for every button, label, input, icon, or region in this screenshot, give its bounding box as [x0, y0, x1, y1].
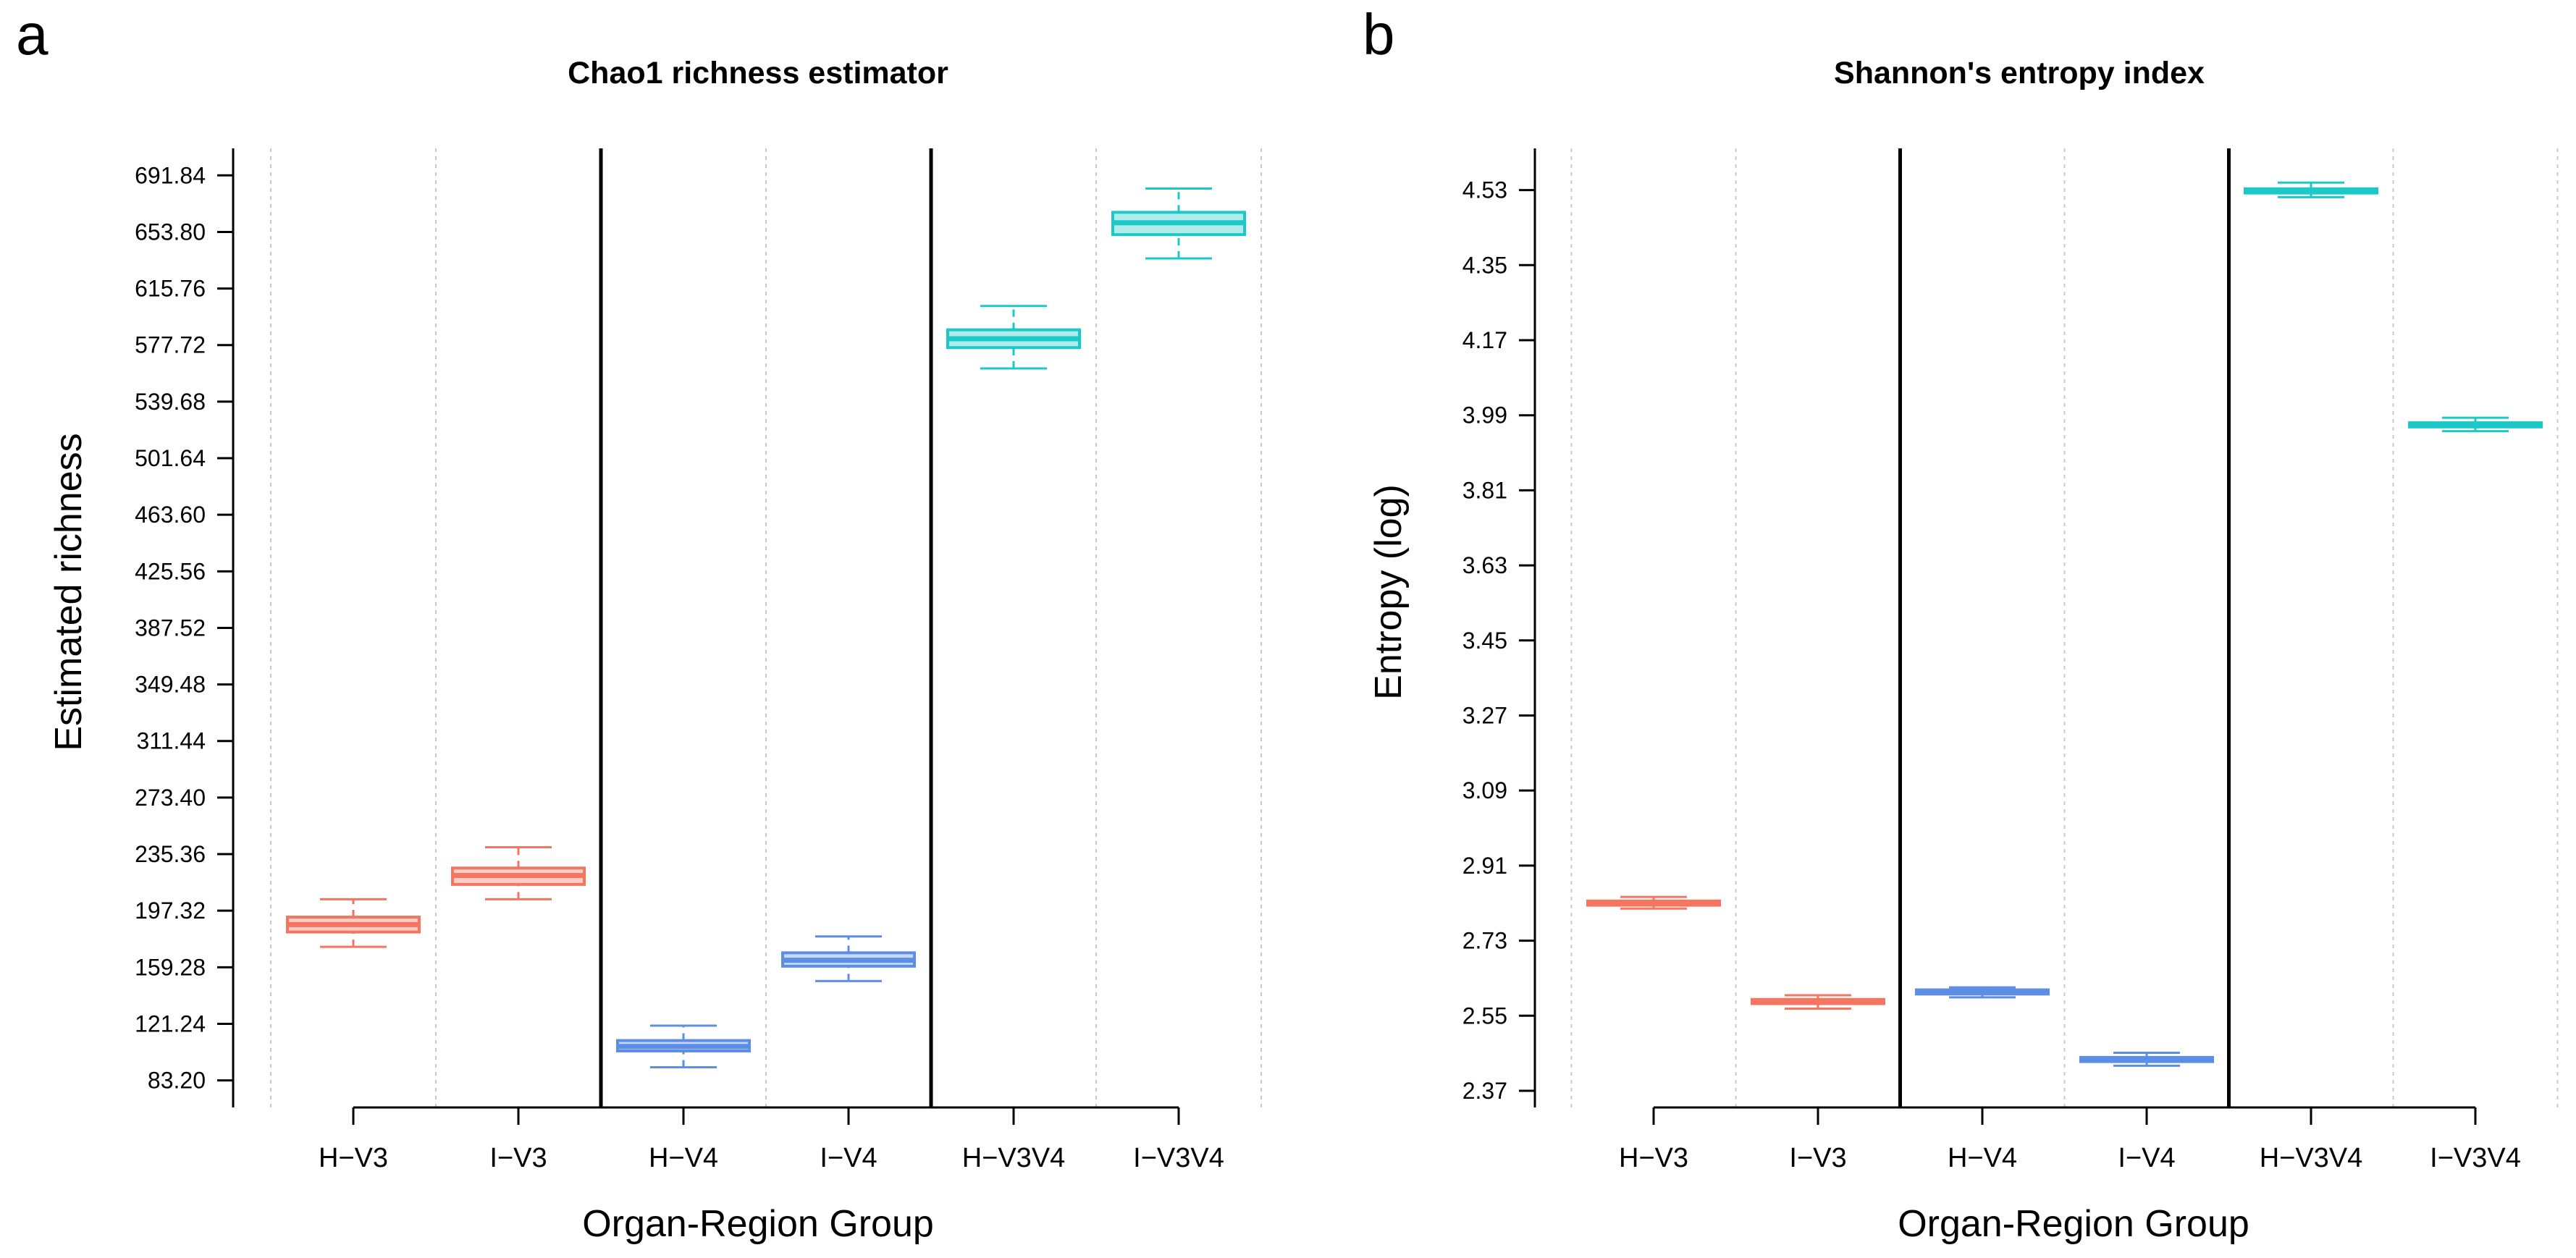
- chart-title-a: Chao1 richness estimator: [568, 56, 948, 90]
- y-tick-label: 2.37: [1462, 1078, 1507, 1104]
- box-H−V3: [1586, 895, 1721, 910]
- boxes-b: [1586, 181, 2543, 1067]
- y-tick-label: 653.80: [135, 219, 206, 245]
- x-tick-label: I−V3: [489, 1143, 547, 1173]
- x-tick-label: I−V3: [1789, 1143, 1846, 1173]
- y-tick-label: 3.99: [1462, 402, 1507, 429]
- x-ticks-a: H−V3 I−V3 H−V4 I−V4 H−V3V4 I−V3V4: [319, 1107, 1224, 1173]
- box-H−V4: [616, 1024, 751, 1069]
- x-tick-label: I−V4: [820, 1143, 877, 1173]
- box-H−V4: [1915, 986, 2050, 999]
- y-tick-label: 3.45: [1462, 628, 1507, 654]
- x-tick-label: I−V3V4: [2430, 1143, 2521, 1173]
- box-H−V3V4: [2244, 181, 2378, 198]
- y-tick-label: 4.53: [1462, 177, 1507, 203]
- y-tick-label: 691.84: [135, 162, 206, 188]
- y-tick-label: 3.09: [1462, 777, 1507, 803]
- box-I−V4: [2079, 1052, 2214, 1067]
- x-tick-label: H−V3: [1619, 1143, 1688, 1173]
- y-axis-label-b: Entropy (log): [1368, 484, 1410, 700]
- y-tick-label: 311.44: [137, 728, 206, 754]
- y-tick-label: 501.64: [135, 445, 206, 471]
- panel-b-shannon: b Shannon's entropy index Entropy (log) …: [1363, 2, 2559, 1245]
- box-I−V3V4: [2408, 416, 2543, 433]
- box-I−V3V4: [1111, 187, 1246, 260]
- y-tick-label: 83.20: [148, 1068, 206, 1094]
- grid-b: [1570, 148, 2559, 1107]
- y-tick-label: 2.91: [1462, 853, 1507, 879]
- x-tick-label: H−V3V4: [962, 1143, 1066, 1173]
- y-tick-label: 121.24: [135, 1010, 206, 1037]
- y-ticks-b: 2.37 2.55 2.73 2.91 3.09 3.27 3.45 3.63 3.81 3.99…: [1462, 177, 1535, 1104]
- x-ticks-b: H−V3 I−V3 H−V4 I−V4 H−V3V4 I−V3V4: [1619, 1107, 2521, 1173]
- y-ticks-a: 83.20 121.24 159.28 197.32 235.36 273.40 311.4…: [135, 162, 233, 1094]
- x-axis-label-b: Organ-Region Group: [1898, 1203, 2249, 1245]
- group-separators-b: [1898, 148, 2231, 1107]
- y-tick-label: 159.28: [135, 954, 206, 980]
- box-I−V3: [451, 846, 586, 900]
- x-tick-label: H−V3V4: [2260, 1143, 2363, 1173]
- axes-a: [232, 148, 1179, 1109]
- y-tick-label: 235.36: [135, 841, 206, 867]
- box-H−V3V4: [946, 305, 1081, 370]
- y-tick-label: 273.40: [135, 785, 206, 811]
- y-tick-label: 4.17: [1462, 327, 1507, 353]
- y-tick-label: 3.63: [1462, 552, 1507, 578]
- x-axis-label-a: Organ-Region Group: [582, 1203, 934, 1245]
- y-tick-label: 3.27: [1462, 702, 1507, 728]
- x-tick-label: H−V4: [1948, 1143, 2017, 1173]
- x-tick-label: H−V4: [649, 1143, 718, 1173]
- boxes-a: [286, 187, 1246, 1069]
- grid-a: [270, 148, 1262, 1107]
- y-tick-label: 539.68: [135, 389, 206, 415]
- axes-b: [1533, 148, 2475, 1109]
- panel-letter-a: a: [16, 2, 49, 67]
- y-tick-label: 349.48: [135, 672, 206, 698]
- y-tick-label: 387.52: [135, 615, 206, 641]
- y-tick-label: 463.60: [135, 502, 206, 528]
- x-tick-label: I−V4: [2118, 1143, 2175, 1173]
- y-tick-label: 577.72: [135, 332, 206, 358]
- y-tick-label: 4.35: [1462, 252, 1507, 278]
- box-I−V3: [1751, 994, 1885, 1010]
- y-tick-label: 2.73: [1462, 928, 1507, 954]
- y-tick-label: 2.55: [1462, 1002, 1507, 1029]
- y-tick-label: 197.32: [135, 898, 206, 924]
- y-tick-label: 615.76: [135, 276, 206, 302]
- y-axis-label-a: Estimated richness: [48, 433, 90, 751]
- y-tick-label: 425.56: [135, 558, 206, 584]
- group-separators-a: [599, 148, 933, 1107]
- box-I−V4: [781, 935, 916, 982]
- panel-a-chao1: a Chao1 richness estimator Estimated ric…: [16, 2, 1262, 1245]
- panel-letter-b: b: [1363, 2, 1395, 67]
- x-tick-label: H−V3: [319, 1143, 388, 1173]
- x-tick-label: I−V3V4: [1133, 1143, 1224, 1173]
- chart-title-b: Shannon's entropy index: [1834, 56, 2205, 90]
- box-H−V3: [286, 898, 421, 948]
- y-tick-label: 3.81: [1462, 477, 1507, 503]
